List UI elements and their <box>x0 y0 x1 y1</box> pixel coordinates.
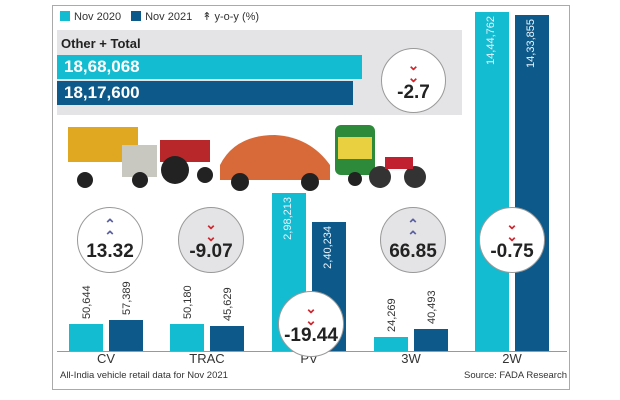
legend-nov2021: Nov 2021 <box>131 10 193 23</box>
bar-CV-2020 <box>69 324 103 351</box>
yoy-badge-2W: ⌄ ⌄ -0.75 <box>479 207 545 273</box>
source: Source: FADA Research <box>464 370 567 381</box>
value-label: 2,40,234 <box>322 226 334 269</box>
truck-image <box>68 127 157 188</box>
legend-label: Nov 2020 <box>74 10 122 23</box>
value-label: 50,180 <box>182 285 194 319</box>
legend-label: Nov 2021 <box>145 10 193 23</box>
value-label: 14,33,855 <box>525 19 537 68</box>
legend-yoy: ↟ y-o-y (%) <box>202 10 259 23</box>
frame <box>52 5 570 390</box>
motorcycle-image <box>369 157 426 188</box>
total-bar-2021: 18,17,600 <box>57 81 353 105</box>
value-label: 40,493 <box>426 290 438 324</box>
tractor-image <box>160 140 213 184</box>
value-label: 2,98,213 <box>282 197 294 240</box>
yoy-value: 13.32 <box>86 241 134 262</box>
bar-3W-2021 <box>414 329 448 351</box>
footnote: All-India vehicle retail data for Nov 20… <box>60 370 228 381</box>
bar-2W-2021 <box>515 15 549 351</box>
yoy-badge-3W: ⌃ ⌃ 66.85 <box>380 207 446 273</box>
legend-label: y-o-y (%) <box>214 11 260 23</box>
vehicle-images <box>68 125 426 191</box>
value-label: 50,644 <box>81 285 93 319</box>
bar-TRAC-2020 <box>170 324 204 351</box>
double-chevron-down-icon: ⌄ ⌄ <box>407 56 420 85</box>
bar-3W-2020 <box>374 337 408 351</box>
double-chevron-up-icon: ⌃ ⌃ <box>104 216 116 244</box>
yoy-value: -0.75 <box>490 241 534 262</box>
category-label: CV <box>96 351 116 366</box>
yoy-value: 66.85 <box>389 241 437 262</box>
value-label: 45,629 <box>222 287 234 321</box>
yoy-badge-PV: ⌄ ⌄ -19.44 <box>278 291 344 357</box>
legend-nov2020: Nov 2020 <box>60 10 122 23</box>
total-yoy-badge: ⌄ ⌄ -2.7 <box>381 48 446 113</box>
yoy-value: -2.7 <box>397 81 430 103</box>
category-label: 3W <box>401 351 421 366</box>
yoy-value: -19.44 <box>284 325 338 346</box>
yoy-badge-TRAC: ⌄ ⌄ -9.07 <box>178 207 244 273</box>
bar-TRAC-2021 <box>210 326 244 351</box>
double-chevron-down-icon: ⌄ ⌄ <box>305 300 317 328</box>
double-chevron-up-icon: ↟ <box>202 11 212 23</box>
yoy-badge-CV: ⌃ ⌃ 13.32 <box>77 207 143 273</box>
bar-CV-2021 <box>109 320 143 351</box>
value-label: 57,389 <box>121 281 133 315</box>
category-label: 2W <box>502 351 522 366</box>
category-label: TRAC <box>189 351 225 366</box>
double-chevron-down-icon: ⌄ ⌄ <box>205 216 217 244</box>
auto-rickshaw-image <box>335 125 375 186</box>
double-chevron-up-icon: ⌃ ⌃ <box>407 216 419 244</box>
total-bar-2020: 18,68,068 <box>57 55 362 79</box>
bar-2W-2020 <box>475 12 509 351</box>
car-image <box>220 135 330 191</box>
value-label: 14,44,762 <box>485 16 497 65</box>
value-label: 24,269 <box>386 298 398 332</box>
total-title: Other + Total <box>61 36 141 51</box>
legend: Nov 2020 Nov 2021 ↟ y-o-y (%) <box>60 10 259 23</box>
yoy-value: -9.07 <box>189 241 233 262</box>
double-chevron-down-icon: ⌄ ⌄ <box>506 216 518 244</box>
